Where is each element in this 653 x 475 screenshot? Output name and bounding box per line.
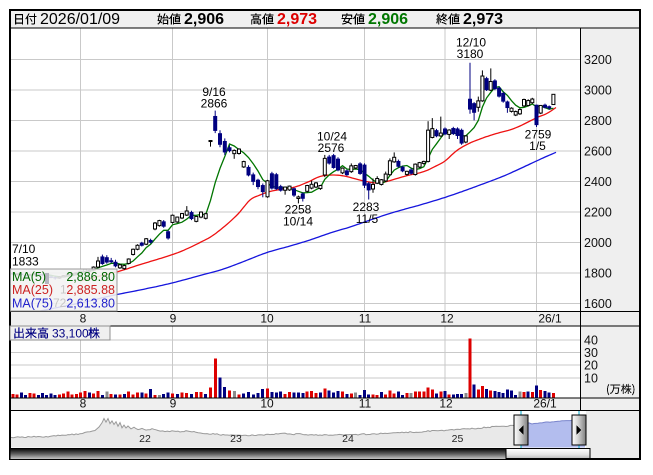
svg-text:30: 30 — [584, 346, 598, 360]
svg-text:12/10: 12/10 — [456, 36, 486, 50]
svg-text:2,973: 2,973 — [463, 11, 503, 28]
svg-text:2800: 2800 — [584, 114, 612, 128]
svg-text:2283: 2283 — [353, 200, 380, 214]
svg-text:3000: 3000 — [584, 84, 612, 98]
svg-text:2000: 2000 — [584, 236, 612, 250]
svg-text:MA(25): MA(25) — [12, 283, 53, 297]
svg-text:3180: 3180 — [457, 47, 484, 61]
svg-text:10: 10 — [260, 397, 274, 411]
svg-text:MA(75): MA(75) — [12, 297, 53, 311]
svg-text:23: 23 — [230, 433, 242, 445]
svg-text:9: 9 — [170, 397, 177, 411]
svg-text:10: 10 — [260, 312, 274, 326]
svg-text:9/16: 9/16 — [202, 85, 226, 99]
svg-text:1800: 1800 — [584, 267, 612, 281]
svg-text:72: 72 — [53, 296, 67, 310]
svg-text:2400: 2400 — [584, 175, 612, 189]
svg-text:3200: 3200 — [584, 53, 612, 67]
svg-text:2600: 2600 — [584, 145, 612, 159]
svg-text:7/10: 7/10 — [12, 242, 36, 256]
svg-text:2200: 2200 — [584, 206, 612, 220]
svg-text:11: 11 — [359, 397, 372, 411]
svg-text:2,906: 2,906 — [184, 11, 224, 28]
svg-text:2,613.80: 2,613.80 — [66, 297, 115, 311]
svg-text:2759: 2759 — [525, 128, 552, 142]
svg-text:22: 22 — [139, 433, 151, 445]
svg-text:10/14: 10/14 — [283, 215, 313, 229]
svg-text:20: 20 — [584, 359, 598, 373]
svg-text:11: 11 — [359, 312, 372, 326]
svg-text:40: 40 — [584, 334, 598, 348]
svg-text:9: 9 — [170, 312, 177, 326]
svg-text:33,100: 33,100 — [52, 327, 89, 341]
svg-text:1/5: 1/5 — [529, 139, 546, 153]
svg-text:10: 10 — [584, 371, 598, 385]
svg-text:2,906: 2,906 — [368, 11, 408, 28]
svg-text:2026/01/09: 2026/01/09 — [40, 11, 120, 28]
svg-text:11/5: 11/5 — [356, 212, 379, 226]
svg-text:8: 8 — [80, 397, 87, 411]
svg-text:2,886.80: 2,886.80 — [66, 270, 115, 284]
svg-text:2,885.88: 2,885.88 — [66, 283, 115, 297]
svg-text:26/1: 26/1 — [538, 312, 562, 326]
svg-text:25: 25 — [452, 433, 464, 445]
svg-text:1: 1 — [60, 283, 67, 297]
svg-text:12: 12 — [440, 312, 454, 326]
svg-text:26/1: 26/1 — [533, 397, 557, 411]
svg-text:2576: 2576 — [318, 141, 345, 155]
svg-text:24: 24 — [342, 433, 354, 445]
svg-text:2,973: 2,973 — [277, 11, 317, 28]
svg-text:MA(5): MA(5) — [12, 270, 46, 284]
svg-text:1600: 1600 — [584, 297, 612, 311]
svg-text:1833: 1833 — [12, 255, 39, 269]
svg-text:12: 12 — [439, 397, 453, 411]
svg-text:2866: 2866 — [201, 97, 228, 111]
svg-text:2258: 2258 — [285, 203, 312, 217]
svg-text:10/24: 10/24 — [317, 130, 347, 144]
svg-text:8: 8 — [80, 312, 87, 326]
